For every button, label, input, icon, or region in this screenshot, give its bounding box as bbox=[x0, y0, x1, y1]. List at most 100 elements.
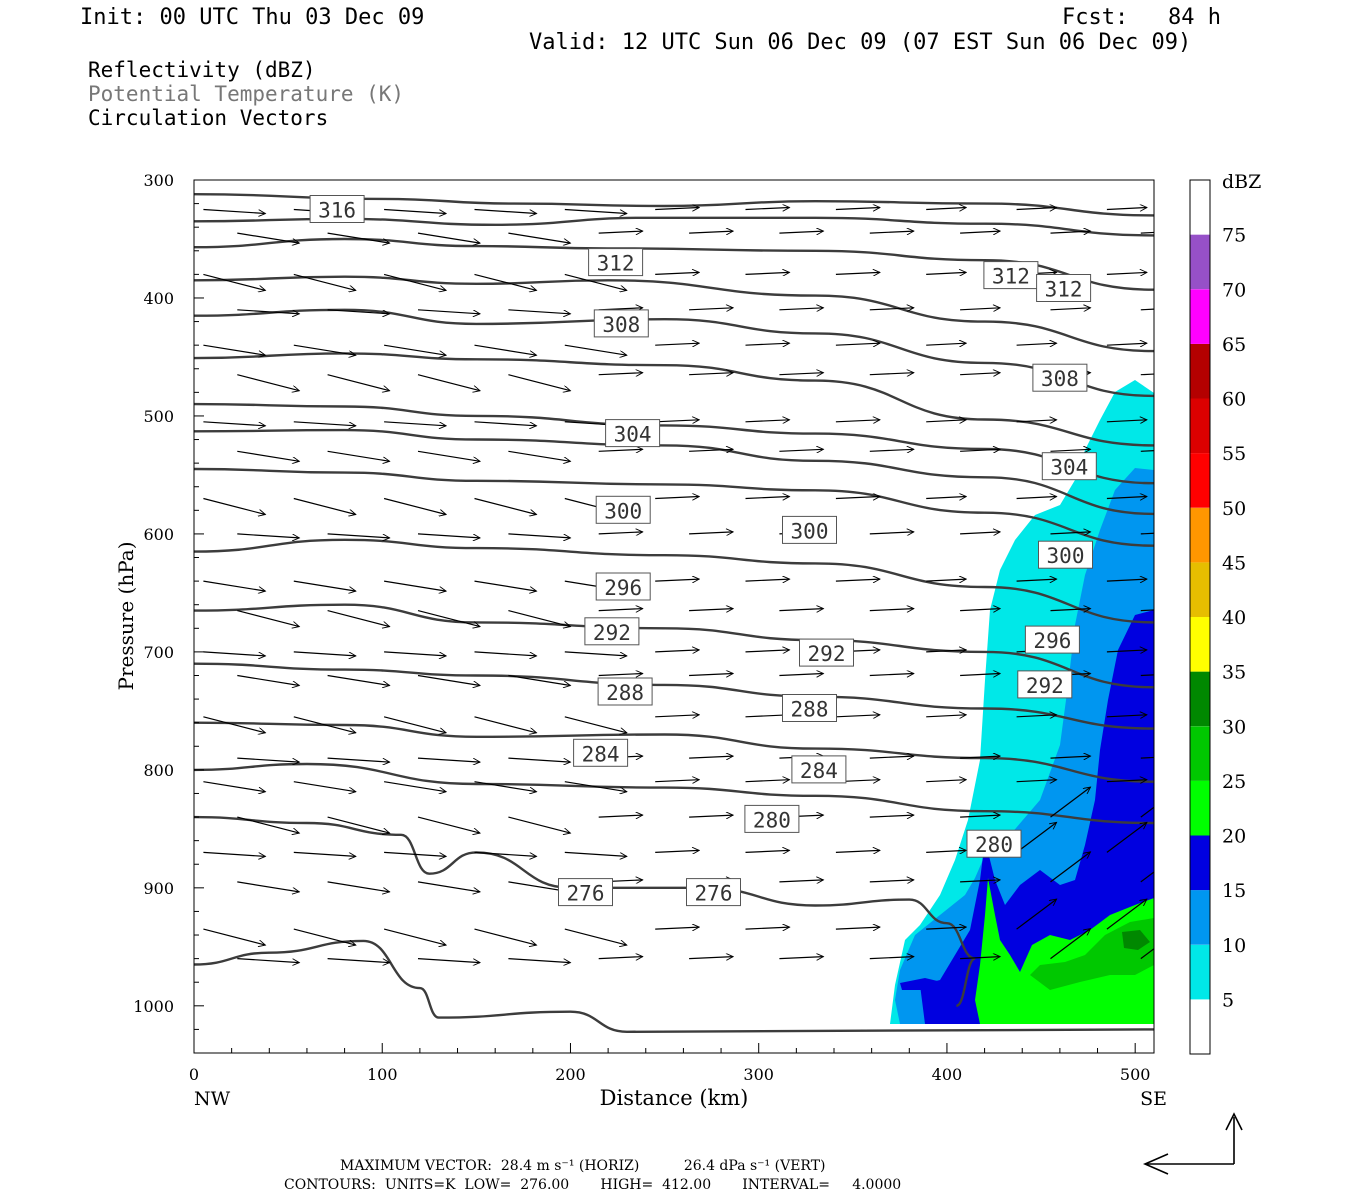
circulation-vector bbox=[474, 421, 537, 426]
circulation-vector bbox=[745, 272, 790, 274]
circulation-vector bbox=[508, 533, 570, 538]
x-axis-left-label: NW bbox=[194, 1088, 231, 1110]
circulation-vector bbox=[564, 273, 627, 290]
colorbar-label: 60 bbox=[1222, 389, 1246, 411]
circulation-vector bbox=[327, 816, 390, 833]
circulation-vector bbox=[474, 781, 537, 792]
circulation-vector bbox=[598, 532, 643, 534]
circulation-vector bbox=[869, 957, 914, 959]
circulation-vector bbox=[1050, 929, 1091, 960]
circulation-vector bbox=[1140, 373, 1154, 376]
circulation-vector bbox=[474, 580, 537, 591]
colorbar-title: dBZ bbox=[1222, 171, 1261, 193]
circulation-vector bbox=[1050, 308, 1091, 310]
x-tick-label: 100 bbox=[367, 1065, 398, 1084]
circulation-vector bbox=[960, 815, 1000, 817]
circulation-vector bbox=[960, 756, 1000, 758]
contours-low: LOW= 276.00 bbox=[464, 1177, 570, 1193]
circulation-vector bbox=[1106, 822, 1147, 853]
y-axis: 300 400 500 600 700 800 900 1000 bbox=[133, 171, 204, 1054]
circulation-vector bbox=[1106, 272, 1147, 274]
circulation-vector bbox=[655, 780, 699, 782]
circulation-vector bbox=[869, 308, 914, 310]
contour-label: 312 bbox=[983, 261, 1039, 290]
circulation-vector bbox=[1016, 420, 1057, 422]
circulation-vector bbox=[689, 532, 733, 534]
circulation-vector bbox=[564, 716, 627, 733]
circulation-vector bbox=[384, 421, 446, 426]
colorbar-label: 45 bbox=[1222, 552, 1246, 574]
circulation-vector bbox=[655, 927, 699, 929]
circulation-vector bbox=[960, 308, 1000, 310]
x-axis: 0 100 200 300 400 500 bbox=[189, 1043, 1150, 1084]
circulation-vector bbox=[1106, 715, 1147, 717]
circulation-vector bbox=[655, 420, 699, 422]
field-label-vectors: Circulation Vectors bbox=[88, 106, 329, 130]
x-tick-label: 0 bbox=[189, 1065, 199, 1084]
circulation-vector bbox=[293, 781, 356, 792]
circulation-vector bbox=[293, 851, 356, 856]
circulation-vector bbox=[203, 781, 265, 792]
circulation-vector bbox=[745, 650, 790, 652]
circulation-vector bbox=[1140, 609, 1154, 612]
colorbar-label: 75 bbox=[1222, 225, 1246, 247]
contours-label: CONTOURS: bbox=[284, 1177, 376, 1193]
svg-text:292: 292 bbox=[1026, 674, 1064, 698]
y-tick-label: 1000 bbox=[133, 997, 174, 1016]
circulation-vector bbox=[293, 344, 356, 355]
contour-label: 292 bbox=[1017, 670, 1073, 699]
circulation-vector bbox=[508, 232, 570, 243]
circulation-vector bbox=[1016, 208, 1057, 210]
circulation-vector bbox=[508, 816, 570, 833]
theta-contour bbox=[194, 308, 1154, 398]
x-axis-right-label: SE bbox=[1140, 1088, 1167, 1110]
circulation-vector bbox=[869, 532, 914, 534]
circulation-vector bbox=[237, 958, 299, 963]
circulation-vector bbox=[926, 780, 966, 782]
svg-text:316: 316 bbox=[318, 199, 356, 223]
circulation-vector bbox=[598, 373, 643, 375]
svg-text:296: 296 bbox=[1033, 629, 1071, 653]
circulation-vector bbox=[417, 232, 480, 243]
circulation-vector bbox=[1016, 579, 1057, 581]
circulation-vector bbox=[564, 781, 627, 792]
circulation-vector bbox=[237, 610, 299, 627]
circulation-vector bbox=[598, 815, 643, 817]
contour-label: 312 bbox=[1036, 274, 1092, 302]
circulation-vector bbox=[926, 850, 966, 852]
circulation-vector bbox=[1140, 450, 1154, 452]
circulation-vector bbox=[960, 373, 1000, 375]
circulation-vector bbox=[203, 497, 265, 515]
contour-label: 308 bbox=[1032, 363, 1088, 392]
circulation-vector bbox=[1050, 532, 1091, 534]
circulation-vector bbox=[655, 650, 699, 652]
circulation-vector bbox=[869, 231, 914, 233]
circulation-vector bbox=[1106, 208, 1147, 210]
theta-contours bbox=[194, 193, 1154, 1034]
circulation-vector bbox=[779, 231, 823, 233]
x-tick-label: 400 bbox=[932, 1065, 963, 1084]
circulation-vector bbox=[203, 851, 265, 856]
circulation-vector bbox=[926, 497, 966, 499]
circulation-vector bbox=[598, 957, 643, 959]
circulation-vector bbox=[293, 716, 356, 733]
svg-text:304: 304 bbox=[1050, 456, 1088, 480]
contour-label: 284 bbox=[573, 738, 629, 767]
circulation-vector bbox=[1106, 650, 1147, 652]
circulation-vector bbox=[1106, 497, 1147, 499]
circulation-vector bbox=[1050, 609, 1091, 611]
circulation-vector bbox=[1140, 806, 1154, 818]
circulation-vector bbox=[237, 674, 299, 686]
y-tick-label: 900 bbox=[143, 879, 174, 898]
circulation-vector bbox=[203, 716, 265, 733]
circulation-vector bbox=[869, 756, 914, 758]
circulation-vector bbox=[960, 449, 1000, 451]
reflectivity-shading bbox=[890, 380, 1154, 1024]
circulation-vector bbox=[745, 850, 790, 852]
circulation-vector bbox=[869, 674, 914, 676]
refl-30dbz-cell bbox=[1122, 930, 1150, 950]
circulation-vector bbox=[203, 928, 265, 945]
refl-20dbz-area bbox=[975, 878, 1154, 1024]
circulation-vector bbox=[835, 579, 880, 581]
colorbar-label: 5 bbox=[1222, 989, 1234, 1011]
